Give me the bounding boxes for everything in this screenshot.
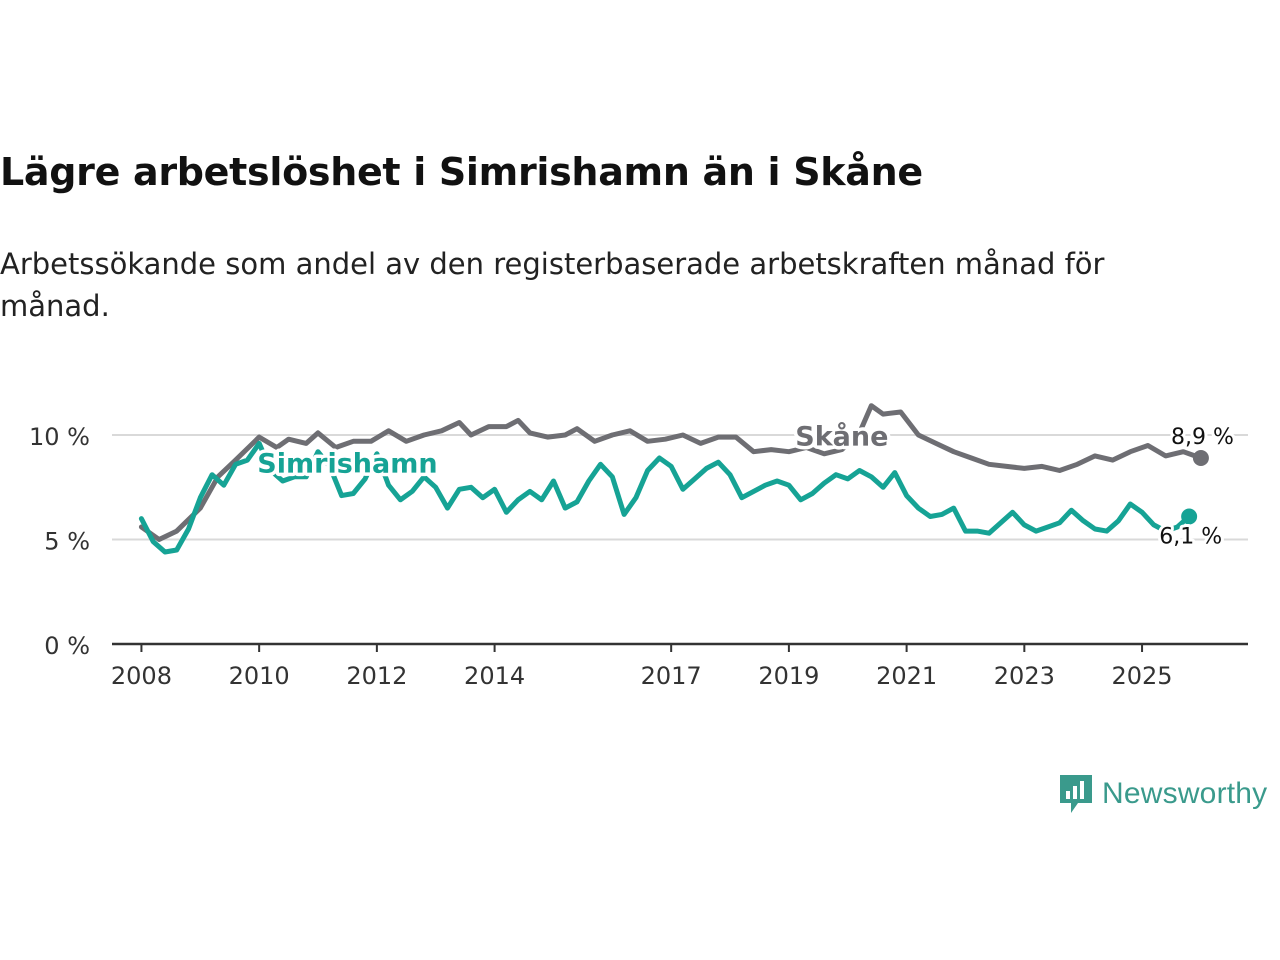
- newsworthy-logo: Newsworthy: [1058, 772, 1267, 816]
- x-tick-label: 2014: [464, 662, 525, 690]
- y-tick-label: 10 %: [29, 423, 90, 451]
- end-point-simrishamn: [1181, 508, 1198, 525]
- end-value-label-sk-ne: 8,9 %: [1171, 425, 1234, 450]
- brand-name: Newsworthy: [1102, 777, 1268, 810]
- x-tick-label: 2012: [346, 662, 407, 690]
- end-value-halo-simrishamn: 6,1 %: [1159, 525, 1222, 550]
- series-label-halo-simrishamn: Simrishamn: [257, 449, 437, 480]
- end-point-sk-ne: [1192, 449, 1209, 466]
- series-label-halo-sk-ne: Skåne: [795, 420, 888, 452]
- y-tick-label: 5 %: [44, 528, 90, 556]
- y-tick-label: 0 %: [44, 632, 90, 660]
- x-tick-label: 2025: [1112, 662, 1173, 690]
- x-tick-label: 2019: [758, 662, 819, 690]
- x-tick-label: 2023: [994, 662, 1055, 690]
- x-tick-label: 2008: [111, 662, 172, 690]
- series-line-sk-ne: [138, 403, 1204, 542]
- end-value-label-simrishamn: 6,1 %: [1159, 525, 1222, 550]
- series-line-simrishamn: [138, 440, 1192, 555]
- x-tick-label: 2010: [229, 662, 290, 690]
- x-tick-label: 2017: [641, 662, 702, 690]
- chart-title: Lägre arbetslöshet i Simrishamn än i Skå…: [0, 150, 923, 194]
- end-value-halo-sk-ne: 8,9 %: [1171, 425, 1234, 450]
- series-label-sk-ne: Skåne: [795, 420, 888, 452]
- series-label-simrishamn: Simrishamn: [257, 449, 437, 480]
- newsworthy-logo-icon: [1060, 775, 1092, 813]
- x-tick-label: 2021: [876, 662, 937, 690]
- chart-subtitle: Arbetssökande som andel av den registerb…: [0, 247, 1105, 323]
